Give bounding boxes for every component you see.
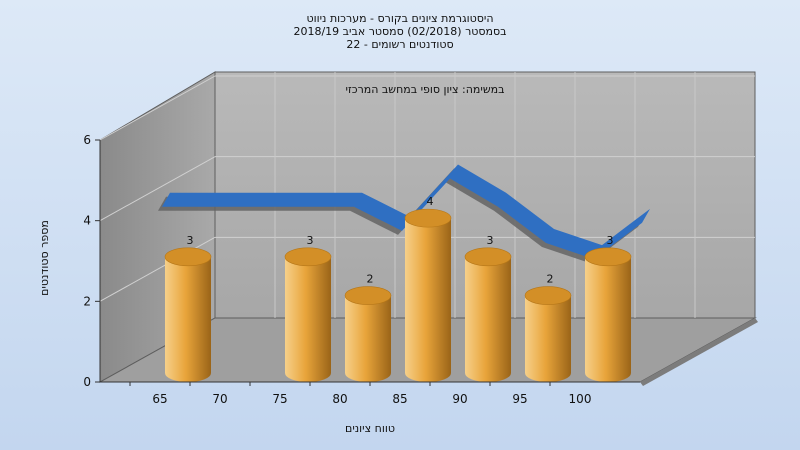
x-tick-label: 100 [569, 392, 592, 406]
x-tick-label: 85 [392, 392, 407, 406]
title: היסטוגרמת ציונים בקורס - מערכות ניווט בס… [293, 12, 506, 51]
bar-body [465, 256, 511, 382]
y-tick-label: 0 [83, 375, 91, 389]
bar-body [285, 256, 331, 382]
bar-top [284, 247, 332, 267]
title-line-2: בסמסטר (02/2018) סמסטר אביב 2018/19 [293, 25, 506, 38]
x-axis-label: טווח ציונים [345, 422, 395, 435]
x-axis: 65 70 75 80 85 90 95 100 [100, 381, 640, 406]
bar: 3 [284, 234, 332, 382]
x-tick-label: 90 [452, 392, 467, 406]
bar: 2 [344, 273, 392, 382]
bar-body [405, 218, 451, 382]
bar-value-label: 2 [547, 273, 554, 286]
bar-top [464, 247, 512, 267]
bar: 2 [524, 273, 572, 382]
bar: 3 [584, 234, 632, 382]
bar-value-label: 3 [187, 234, 194, 247]
gridline-left [99, 75, 216, 141]
bar-value-label: 3 [487, 234, 494, 247]
gridlines [99, 72, 755, 318]
y-tick-label: 4 [83, 214, 91, 228]
y-axis: 0 2 4 6 [83, 133, 101, 389]
bar-body [345, 295, 391, 382]
chart-annotation: במשימה: ציון סופי במחשב המרכזי [345, 83, 504, 96]
gridline-left [99, 156, 216, 222]
x-tick-label: 75 [272, 392, 287, 406]
title-line-3: סטודנטים רשומים - 22 [346, 38, 453, 51]
bar-value-label: 4 [427, 195, 434, 208]
x-tick-label: 65 [152, 392, 167, 406]
bar: 3 [464, 234, 512, 382]
y-tick-label: 2 [83, 294, 91, 308]
bar-top [164, 247, 212, 267]
bar-value-label: 3 [607, 234, 614, 247]
bar-value-label: 3 [307, 234, 314, 247]
bar-top [344, 286, 392, 305]
bar-body [525, 295, 571, 382]
bar-top [524, 286, 572, 305]
right-edge [640, 318, 758, 386]
y-axis-label: מספר סטודנטים [38, 220, 51, 296]
bar-body [165, 256, 211, 382]
bars: 3 3 2 4 3 2 3 [164, 195, 632, 382]
y-tick-label: 6 [83, 133, 91, 147]
gridline-left [99, 236, 216, 302]
bar-top [404, 208, 452, 228]
title-line-1: היסטוגרמת ציונים בקורס - מערכות ניווט [306, 12, 493, 25]
bar-body [585, 256, 631, 382]
x-tick-label: 95 [512, 392, 527, 406]
bar-top [584, 247, 632, 267]
x-tick-label: 80 [332, 392, 347, 406]
bar: 4 [404, 195, 452, 382]
y-ticks: 0 2 4 6 [83, 133, 100, 389]
bar-value-label: 2 [367, 273, 374, 286]
x-ticks: 65 70 75 80 85 90 95 100 [129, 382, 592, 406]
bar: 3 [164, 234, 212, 382]
x-tick-label: 70 [212, 392, 227, 406]
